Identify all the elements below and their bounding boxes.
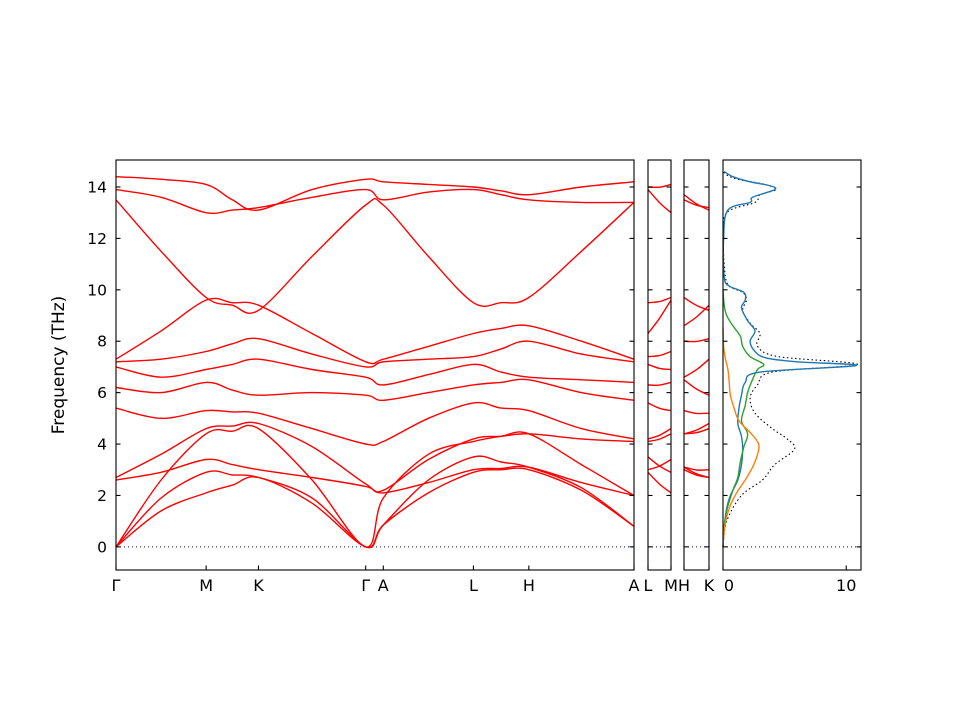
- band-curve: [115, 424, 635, 548]
- band-segment: [683, 379, 710, 396]
- band-structure-lm: [647, 183, 672, 494]
- dos-green-curve: [722, 289, 765, 547]
- x-path-label: Γ: [361, 576, 370, 595]
- axes-box-main: [115, 159, 635, 571]
- x-path-label: L: [644, 576, 653, 595]
- band-segment: [647, 471, 672, 494]
- y-tick-label: 12: [87, 230, 107, 248]
- y-tick-label: 4: [97, 436, 107, 454]
- band-segment: [647, 350, 672, 358]
- band-structure-hk: [683, 194, 710, 479]
- dos-x-tick-label: 10: [836, 576, 856, 595]
- band-curve: [115, 176, 635, 212]
- band-segment: [647, 456, 672, 473]
- band-segment: [647, 381, 672, 386]
- band-segment: [683, 304, 710, 327]
- band-curve: [115, 401, 635, 447]
- x-path-label: A: [378, 576, 389, 595]
- band-segment: [683, 466, 710, 479]
- band-curve: [115, 197, 635, 315]
- x-path-label: L: [469, 576, 478, 595]
- dos-blue-curve: [722, 170, 857, 547]
- band-segment: [647, 458, 672, 471]
- band-segment: [647, 189, 672, 214]
- band-segment: [683, 199, 710, 209]
- y-tick-label: 0: [97, 538, 107, 556]
- band-segment: [647, 427, 672, 440]
- x-path-label: K: [253, 576, 264, 595]
- band-segment: [647, 299, 672, 334]
- y-tick-label: 10: [87, 281, 107, 299]
- band-segment: [683, 194, 710, 211]
- band-curve: [115, 337, 635, 368]
- y-tick-label: 6: [97, 384, 107, 402]
- band-segment: [683, 422, 710, 435]
- band-segment: [683, 296, 710, 312]
- band-structure-main: [115, 176, 635, 549]
- x-path-label: K: [704, 576, 715, 595]
- band-segment: [683, 466, 710, 471]
- dos-orange-curve: [722, 328, 760, 547]
- y-tick-label: 14: [87, 178, 107, 196]
- x-path-label: M: [199, 576, 213, 595]
- y-tick-label: 8: [97, 333, 107, 351]
- x-path-label: Γ: [112, 576, 121, 595]
- x-path-label: H: [523, 576, 535, 595]
- band-curve: [115, 421, 635, 493]
- band-segment: [683, 409, 710, 415]
- dos-panel-curves: [722, 168, 858, 547]
- dos-x-tick-label: 0: [724, 576, 734, 595]
- band-curve: [115, 378, 635, 402]
- x-path-label: H: [678, 576, 690, 595]
- band-segment: [647, 363, 672, 371]
- y-axis-title: Frequency (THz): [49, 296, 69, 435]
- band-segment: [683, 358, 710, 378]
- axes-box-lm: [647, 159, 672, 571]
- band-curve: [115, 188, 635, 215]
- band-segment: [647, 433, 672, 443]
- band-curve: [115, 467, 635, 549]
- x-path-label: M: [664, 576, 678, 595]
- band-segment: [647, 296, 672, 304]
- y-tick-label: 2: [97, 487, 107, 505]
- dos-total-dotted-curve: [722, 168, 858, 547]
- band-curve: [115, 455, 635, 549]
- axes-box-dos: [722, 159, 862, 571]
- axes-box-hk: [683, 159, 710, 571]
- band-segment: [647, 402, 672, 412]
- band-curve: [115, 358, 635, 386]
- x-path-label: A: [629, 576, 640, 595]
